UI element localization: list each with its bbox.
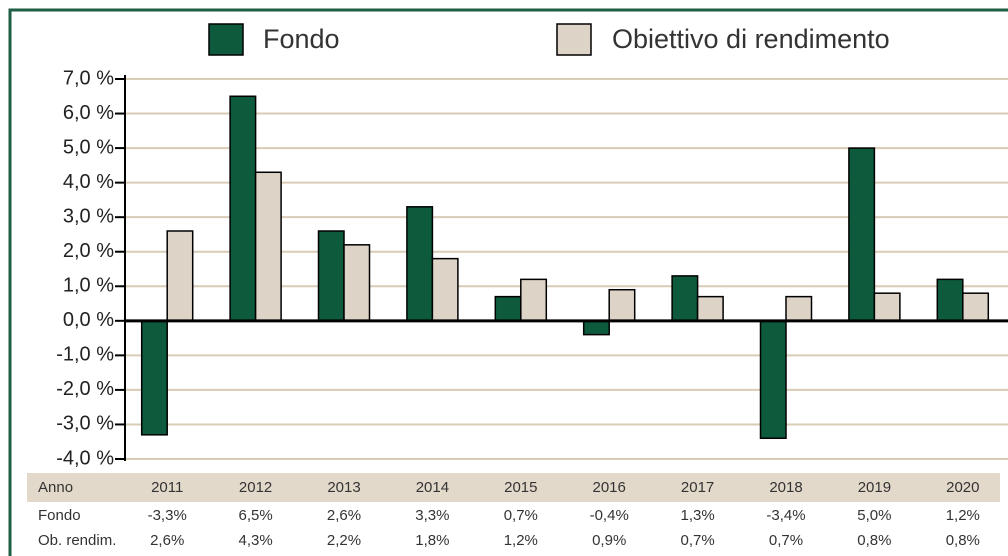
x-tick-label: 2011 xyxy=(151,479,183,496)
frame xyxy=(8,8,1008,556)
bar xyxy=(520,278,548,322)
bar xyxy=(696,295,724,322)
x-tick-label: 2013 xyxy=(327,479,360,496)
table-value: -3,4% xyxy=(766,507,805,524)
y-tick-label: 7,0 % xyxy=(63,67,114,89)
y-tick-label: -1,0 % xyxy=(56,344,114,366)
x-tick-label: 2014 xyxy=(416,479,449,496)
y-tick-label: 2,0 % xyxy=(63,240,114,262)
bar xyxy=(671,275,699,322)
x-tick-label: 2018 xyxy=(769,479,802,496)
x-tick-label: 2020 xyxy=(946,479,979,496)
bar xyxy=(608,288,636,322)
bar xyxy=(785,295,813,322)
bar xyxy=(140,320,168,436)
table-value: 0,8% xyxy=(946,532,980,549)
table-value: 1,2% xyxy=(504,532,538,549)
table-header-band xyxy=(27,473,1000,502)
row-label: Fondo xyxy=(38,507,81,524)
x-tick-label: 2015 xyxy=(504,479,537,496)
table-value: 6,5% xyxy=(238,507,272,524)
bar xyxy=(759,320,787,440)
table-value: 1,3% xyxy=(680,507,714,524)
table-value: 0,7% xyxy=(769,532,803,549)
bar xyxy=(936,278,964,322)
y-tick-label: 0,0 % xyxy=(63,309,114,331)
x-tick-label: 2016 xyxy=(593,479,626,496)
bar xyxy=(406,206,434,322)
y-tick-label: 5,0 % xyxy=(63,136,114,158)
table-value: 5,0% xyxy=(857,507,891,524)
x-tick-label: 2012 xyxy=(239,479,272,496)
bar xyxy=(343,244,371,322)
y-tick-label: -3,0 % xyxy=(56,413,114,435)
table-value: 2,2% xyxy=(327,532,361,549)
legend-swatch xyxy=(556,23,592,56)
legend-swatch xyxy=(208,23,244,56)
legend-label: Fondo xyxy=(263,24,340,54)
y-tick-label: 6,0 % xyxy=(63,102,114,124)
table-value: 3,3% xyxy=(415,507,449,524)
row-label: Ob. rendim. xyxy=(38,532,116,549)
legend-label: Obiettivo di rendimento xyxy=(612,24,890,54)
table-value: 0,8% xyxy=(857,532,891,549)
table-value: 4,3% xyxy=(238,532,272,549)
bar xyxy=(229,95,257,322)
table-value: 0,9% xyxy=(592,532,626,549)
table-value: 1,2% xyxy=(946,507,980,524)
bar xyxy=(582,320,610,336)
y-tick-label: 3,0 % xyxy=(63,205,114,227)
bar xyxy=(873,292,901,322)
table-value: 2,6% xyxy=(150,532,184,549)
x-tick-label: 2017 xyxy=(681,479,714,496)
bar xyxy=(166,230,194,322)
table-value: 1,8% xyxy=(415,532,449,549)
y-tick-label: -4,0 % xyxy=(56,447,114,469)
y-tick-label: -2,0 % xyxy=(56,378,114,400)
bar xyxy=(317,230,345,322)
bar xyxy=(848,147,876,322)
row-label: Anno xyxy=(38,479,73,496)
bar xyxy=(254,171,282,322)
table-value: 2,6% xyxy=(327,507,361,524)
y-tick-label: 4,0 % xyxy=(63,171,114,193)
bar xyxy=(431,257,459,322)
bar xyxy=(494,295,522,322)
y-tick-label: 1,0 % xyxy=(63,275,114,297)
table-value: -3,3% xyxy=(148,507,187,524)
bar xyxy=(962,292,990,322)
table-value: -0,4% xyxy=(590,507,629,524)
x-tick-label: 2019 xyxy=(858,479,891,496)
table-value: 0,7% xyxy=(504,507,538,524)
table-value: 0,7% xyxy=(680,532,714,549)
